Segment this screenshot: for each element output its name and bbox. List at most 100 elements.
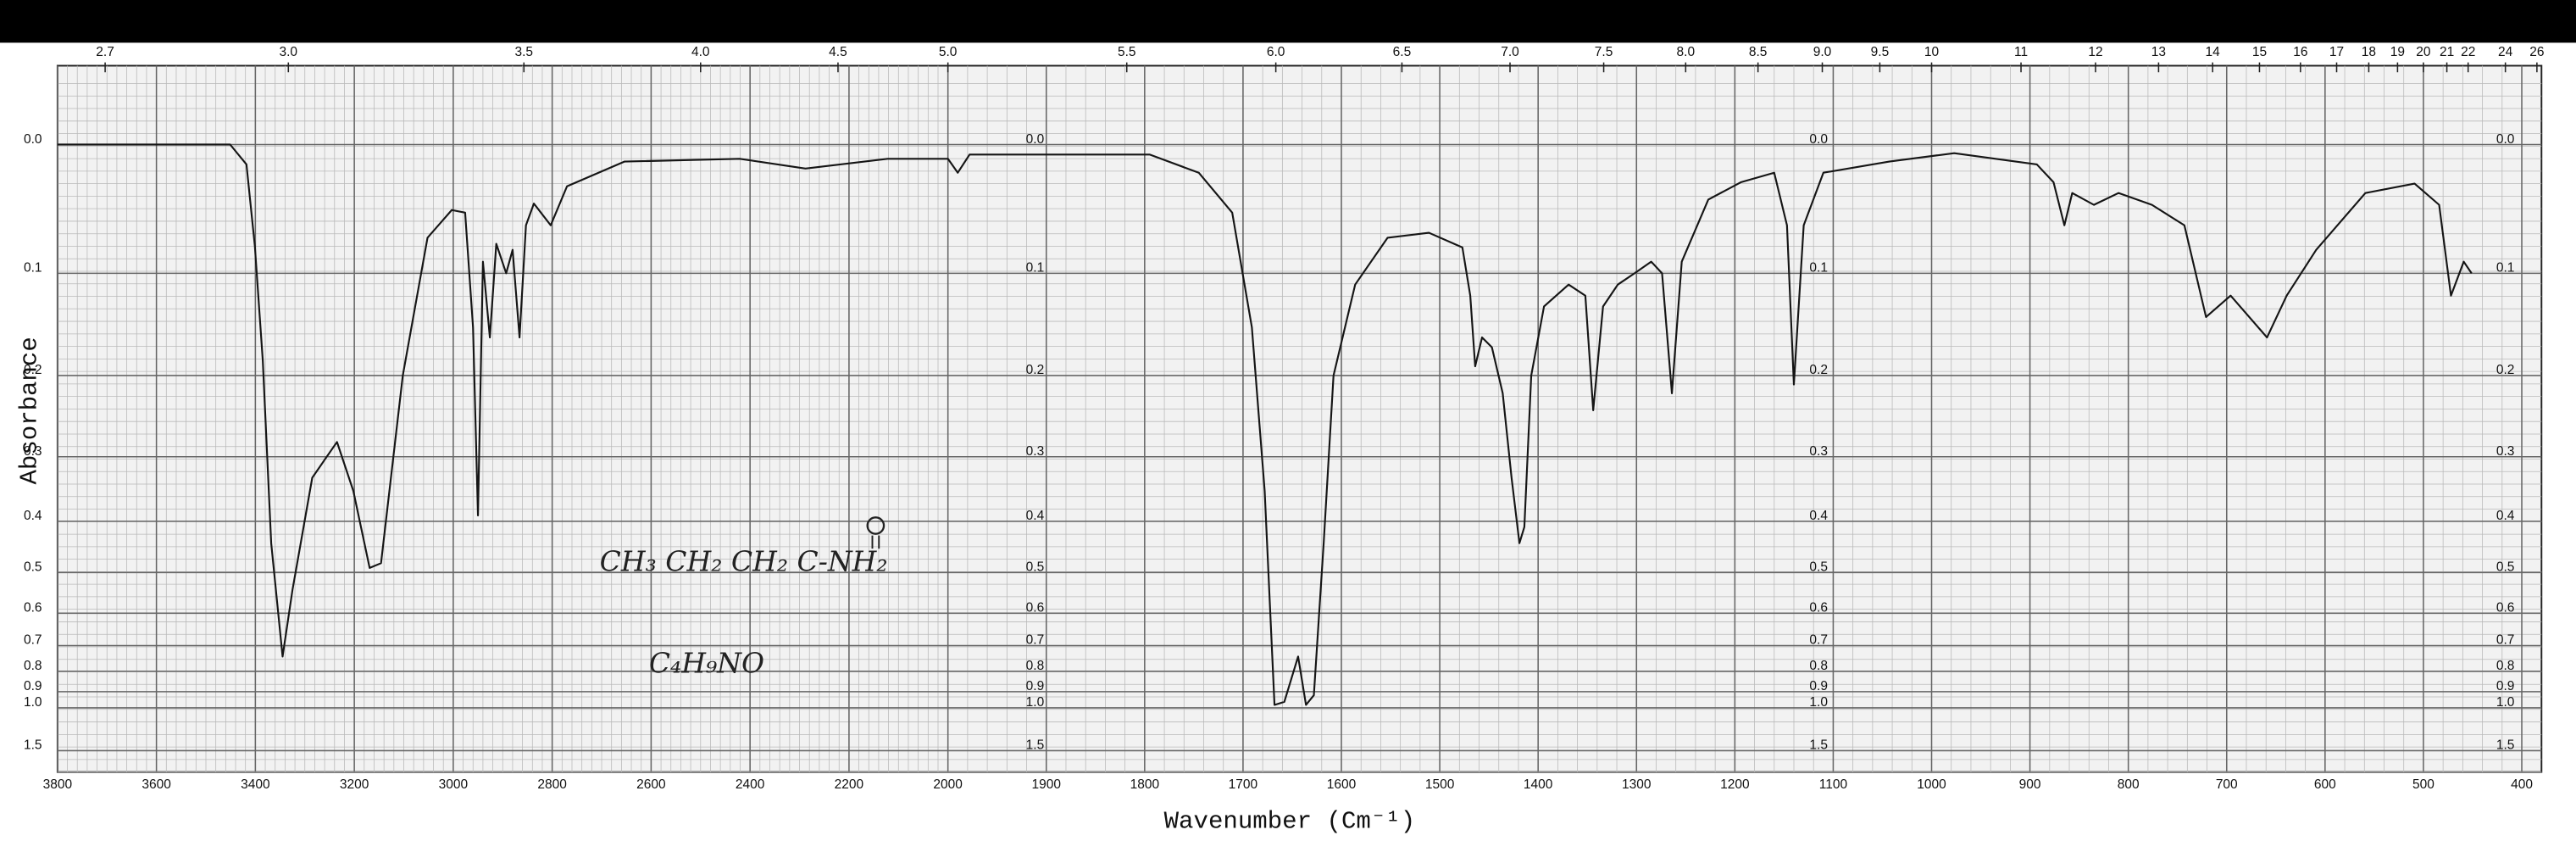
y-tick-label: 0.7 xyxy=(24,633,42,648)
x-tick-label: 1500 xyxy=(1425,777,1455,792)
x-tick-label: 2800 xyxy=(537,777,567,792)
x-tick-label: 500 xyxy=(2412,777,2434,792)
x2-tick-label: 15 xyxy=(2252,45,2267,59)
y-tick-label: 1.0 xyxy=(1026,695,1045,710)
x2-tick-label: 6.0 xyxy=(1267,45,1285,59)
x-tick-label: 3200 xyxy=(340,777,369,792)
x2-tick-label: 20 xyxy=(2416,45,2431,59)
grid xyxy=(57,65,2542,773)
x-tick-label: 400 xyxy=(2511,777,2533,792)
annotation: C₄H₉NO xyxy=(649,647,764,680)
x2-tick-label: 17 xyxy=(2329,45,2344,59)
x-tick-label: 1400 xyxy=(1524,777,1553,792)
x2-tick-label: 2.7 xyxy=(96,45,114,59)
y-tick-label: 0.6 xyxy=(24,601,42,615)
y-tick-label: 0.1 xyxy=(1026,261,1045,276)
x2-tick-label: 7.5 xyxy=(1595,45,1613,59)
x2-tick-label: 7.0 xyxy=(1501,45,1519,59)
y-tick-label: 0.1 xyxy=(24,261,42,276)
y-tick-label: 0.3 xyxy=(1026,444,1045,459)
y-tick-label: 0.0 xyxy=(1026,132,1045,147)
x2-tick-label: 6.5 xyxy=(1393,45,1412,59)
x2-tick-label: 12 xyxy=(2088,45,2102,59)
y-tick-label: 0.2 xyxy=(1026,363,1045,377)
x-tick-label: 1100 xyxy=(1819,777,1848,792)
y-axis-title: Absorbance xyxy=(16,337,44,484)
y-tick-label: 0.6 xyxy=(1026,601,1045,615)
spectrum-line xyxy=(57,143,2473,706)
x-tick-label: 3000 xyxy=(439,777,469,792)
y-tick-label: 0.4 xyxy=(2496,509,2515,523)
x-tick-label: 900 xyxy=(2019,777,2041,792)
y-tick-label: 0.0 xyxy=(2496,132,2515,147)
y-tick-label: 0.9 xyxy=(1026,679,1045,693)
y-tick-label: 0.2 xyxy=(1809,363,1828,377)
y-tick-label: 0.2 xyxy=(2496,363,2515,377)
x2-tick-label: 24 xyxy=(2498,45,2513,59)
x-tick-label: 2400 xyxy=(736,777,765,792)
x2-tick-label: 16 xyxy=(2293,45,2307,59)
x2-tick-label: 26 xyxy=(2529,45,2544,59)
y-tick-label: 0.5 xyxy=(24,560,42,575)
y-tick-label: 1.5 xyxy=(1809,738,1828,753)
y-tick-label: 0.7 xyxy=(1026,633,1045,648)
y-tick-label: 0.6 xyxy=(1809,601,1828,615)
x-tick-label: 1300 xyxy=(1622,777,1652,792)
y-tick-label: 0.8 xyxy=(2496,659,2515,673)
y-tick-label: 0.7 xyxy=(2496,633,2515,648)
y-tick-label: 0.3 xyxy=(2496,444,2515,459)
x2-tick-label: 8.0 xyxy=(1677,45,1696,59)
carbonyl-mark xyxy=(866,516,886,549)
y-tick-label: 0.6 xyxy=(2496,601,2515,615)
x-tick-label: 1700 xyxy=(1229,777,1258,792)
y-tick-label: 0.8 xyxy=(24,659,42,673)
x2-tick-label: 13 xyxy=(2151,45,2166,59)
y-tick-label: 0.4 xyxy=(24,509,42,523)
y-tick-label: 0.1 xyxy=(1809,261,1828,276)
annotation: CH₃ CH₂ CH₂ C-NH₂ xyxy=(600,545,888,578)
x-tick-label: 3600 xyxy=(142,777,171,792)
y-tick-label: 0.7 xyxy=(1809,633,1828,648)
x2-tick-label: 9.0 xyxy=(1813,45,1832,59)
y-tick-label: 0.3 xyxy=(1809,444,1828,459)
y-tick-label: 0.1 xyxy=(2496,261,2515,276)
y-tick-label: 0.8 xyxy=(1026,659,1045,673)
x2-tick-label: 10 xyxy=(1924,45,1940,59)
x-tick-label: 1600 xyxy=(1327,777,1357,792)
y-tick-label: 1.5 xyxy=(1026,738,1045,753)
x2-tick-label: 5.0 xyxy=(939,45,958,59)
x-axis-title: Wavenumber (Cm⁻¹) xyxy=(1164,807,1416,835)
x-tick-label: 3400 xyxy=(241,777,270,792)
y-tick-label: 0.4 xyxy=(1809,509,1828,523)
y-tick-label: 0.9 xyxy=(24,679,42,693)
y-tick-label: 0.9 xyxy=(1809,679,1828,693)
x2-tick-label: 3.5 xyxy=(514,45,533,59)
y-tick-label: 0.3 xyxy=(24,444,42,459)
y-tick-label: 0.8 xyxy=(1809,659,1828,673)
y-tick-label: 1.0 xyxy=(1809,695,1828,710)
x2-tick-label: 4.0 xyxy=(691,45,710,59)
x-tick-label: 800 xyxy=(2118,777,2140,792)
x-tick-label: 1200 xyxy=(1720,777,1750,792)
y-tick-label: 0.0 xyxy=(1809,132,1828,147)
x2-tick-label: 9.5 xyxy=(1871,45,1890,59)
x-tick-label: 2000 xyxy=(933,777,963,792)
x2-tick-label: 3.0 xyxy=(280,45,298,59)
x-tick-label: 2600 xyxy=(636,777,666,792)
x-tick-label: 1900 xyxy=(1032,777,1062,792)
y-tick-label: 0.9 xyxy=(2496,679,2515,693)
y-tick-label: 0.0 xyxy=(24,132,42,147)
x-tick-label: 1000 xyxy=(1917,777,1946,792)
y-tick-label: 0.4 xyxy=(1026,509,1045,523)
x2-tick-label: 4.5 xyxy=(829,45,847,59)
x-tick-label: 700 xyxy=(2216,777,2238,792)
x2-tick-label: 18 xyxy=(2362,45,2376,59)
x-tick-label: 3800 xyxy=(43,777,73,792)
x-tick-label: 1800 xyxy=(1130,777,1160,792)
top-band xyxy=(0,0,2576,43)
y-tick-label: 0.5 xyxy=(1809,560,1828,575)
y-tick-label: 1.5 xyxy=(24,738,42,753)
x2-tick-label: 11 xyxy=(2014,45,2028,59)
x-tick-label: 600 xyxy=(2314,777,2336,792)
